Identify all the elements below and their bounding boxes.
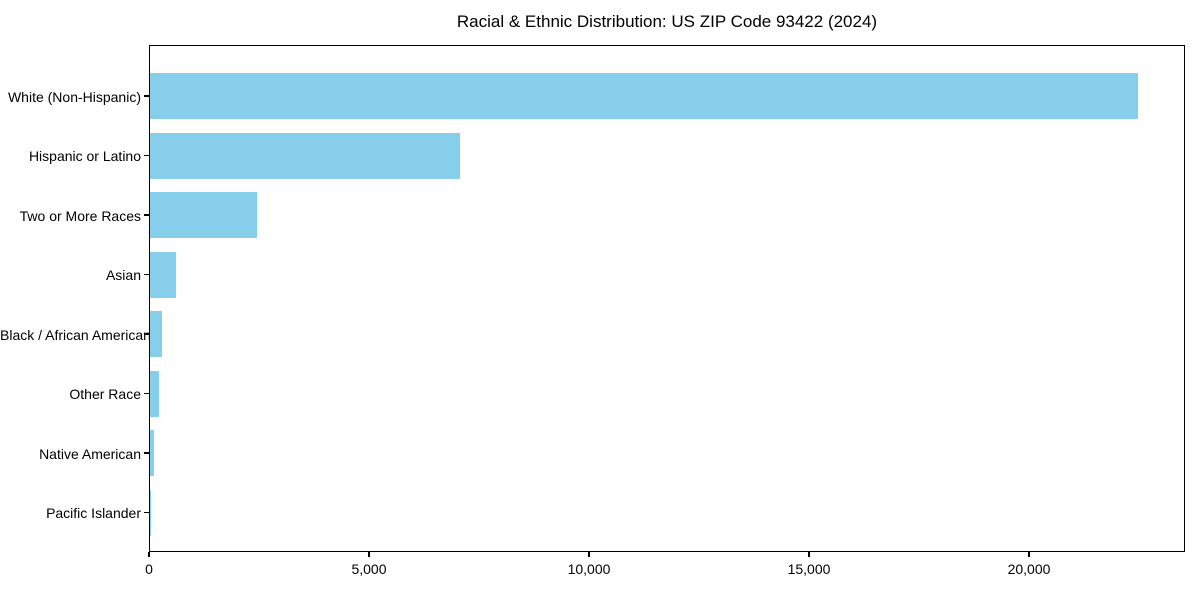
bar (150, 132, 461, 179)
bar (150, 73, 1138, 119)
x-tick (148, 552, 150, 557)
y-axis-label: White (Non-Hispanic) (7, 88, 141, 105)
y-axis-label: Hispanic or Latino (28, 148, 141, 164)
chart-title: Racial & Ethnic Distribution: US ZIP Cod… (456, 12, 878, 31)
y-tick (144, 273, 149, 276)
x-tick (588, 552, 590, 557)
y-tick (144, 392, 149, 395)
bar (150, 430, 154, 476)
y-tick (144, 511, 149, 514)
x-tick-label: 20,000 (1007, 561, 1051, 577)
x-tick (368, 552, 370, 557)
y-tick (144, 452, 149, 454)
bar (150, 251, 176, 298)
bar (150, 370, 160, 417)
y-tick (144, 214, 149, 216)
bar (150, 192, 257, 238)
y-axis-label: Black / African American (0, 326, 151, 343)
bar (150, 489, 151, 536)
x-tick-label: 0 (145, 561, 153, 577)
y-axis-label: Native American (39, 445, 141, 462)
y-axis-label: Asian (105, 267, 141, 283)
x-tick (1028, 552, 1030, 557)
y-axis-label: Two or More Races (19, 207, 141, 224)
x-tick-label: 15,000 (787, 561, 831, 577)
y-axis-label: Other Race (69, 386, 141, 402)
x-tick-label: 10,000 (567, 561, 611, 577)
y-tick (144, 95, 149, 97)
y-tick (144, 154, 149, 157)
y-axis-label: Pacific Islander (46, 505, 141, 521)
bar (150, 311, 162, 357)
x-tick (808, 552, 810, 557)
x-tick-label: 5,000 (351, 561, 387, 577)
plot-area (149, 45, 1185, 552)
y-tick (144, 333, 149, 335)
